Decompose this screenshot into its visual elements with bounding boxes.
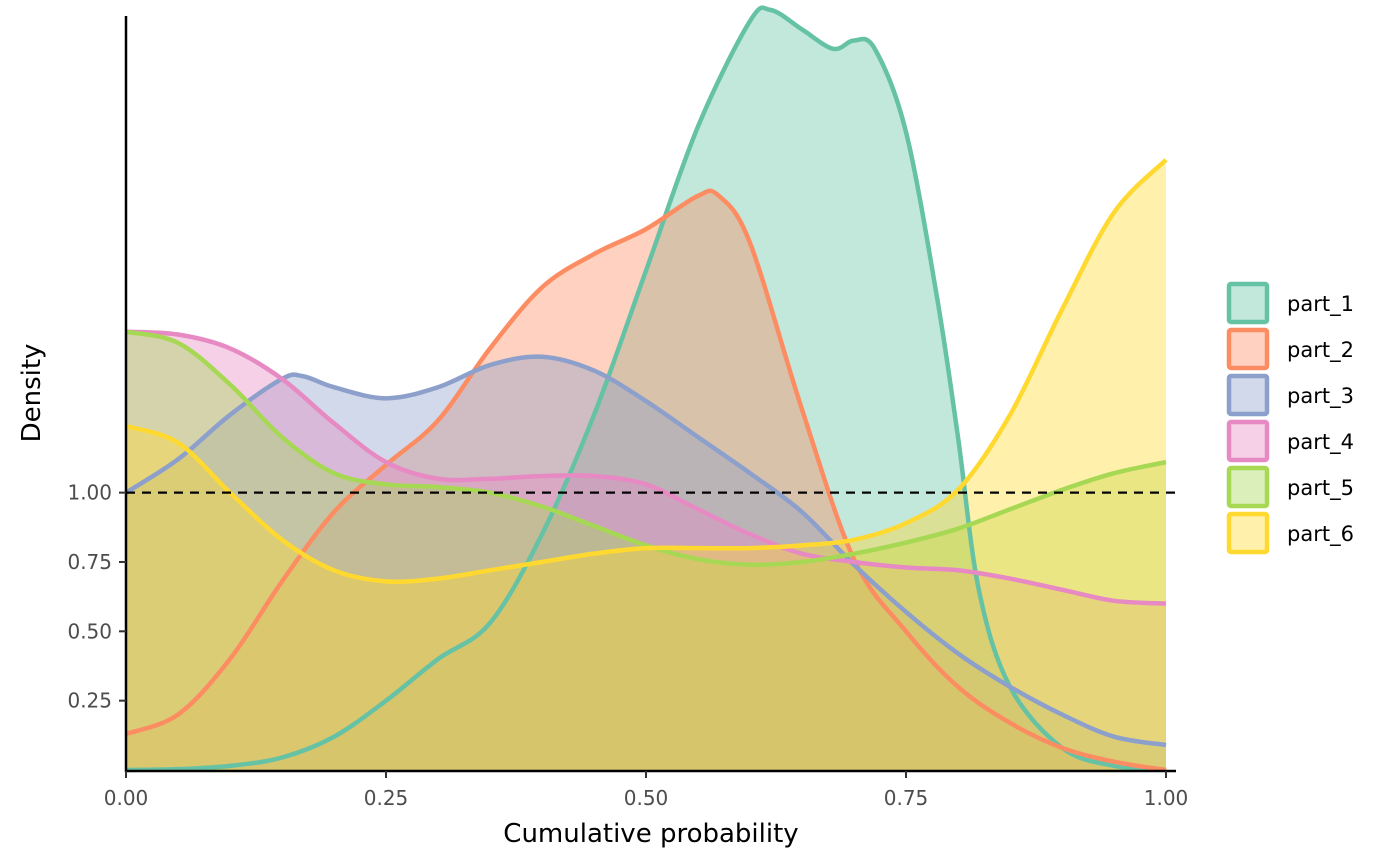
legend-label-part_2: part_2 (1287, 338, 1354, 363)
legend-key-part_2 (1226, 327, 1270, 371)
area-part_2 (126, 190, 1166, 770)
area-part_4 (126, 331, 1166, 770)
series-areas (126, 7, 1166, 770)
x-axis-title: Cumulative probability (503, 819, 798, 849)
legend: part_1 part_2 part_3 part_4 part_5 part_6 (1226, 281, 1354, 555)
line-part_2 (125, 188, 1167, 773)
y-tick-label: 0.25 (67, 689, 112, 713)
x-tick-label: 0.75 (884, 786, 929, 810)
legend-key-part_3 (1226, 373, 1270, 417)
x-tick-label: 1.00 (1144, 786, 1189, 810)
x-tick-label: 0.25 (364, 786, 409, 810)
series-lines (124, 5, 1168, 773)
legend-label-part_4: part_4 (1287, 430, 1354, 455)
area-part_1 (126, 7, 1166, 770)
axes: 0.00 0.25 0.50 0.75 1.00 0.25 0.50 0.75 1.00 Cumu… (17, 16, 1188, 849)
legend-label-part_1: part_1 (1287, 292, 1354, 317)
y-axis-title: Density (17, 344, 47, 443)
line-part_1 (125, 5, 1167, 773)
line-part_6 (125, 158, 1168, 585)
area-part_5 (126, 331, 1166, 770)
legend-key-part_5 (1226, 465, 1270, 509)
legend-key-part_4 (1226, 419, 1270, 463)
x-tick-label: 0.00 (104, 786, 149, 810)
legend-label-part_5: part_5 (1287, 476, 1354, 501)
legend-label-part_6: part_6 (1287, 522, 1354, 547)
y-tick-label: 1.00 (67, 481, 112, 505)
legend-key-part_6 (1226, 511, 1270, 555)
line-part_3 (124, 354, 1167, 748)
y-tick-label: 0.75 (67, 550, 112, 574)
legend-key-part_1 (1226, 281, 1270, 325)
y-tick-label: 0.50 (67, 619, 112, 643)
x-tick-label: 0.50 (624, 786, 669, 810)
line-part_5 (125, 329, 1167, 568)
legend-label-part_3: part_3 (1287, 384, 1354, 409)
line-part_4 (125, 329, 1167, 606)
area-part_6 (126, 159, 1166, 770)
